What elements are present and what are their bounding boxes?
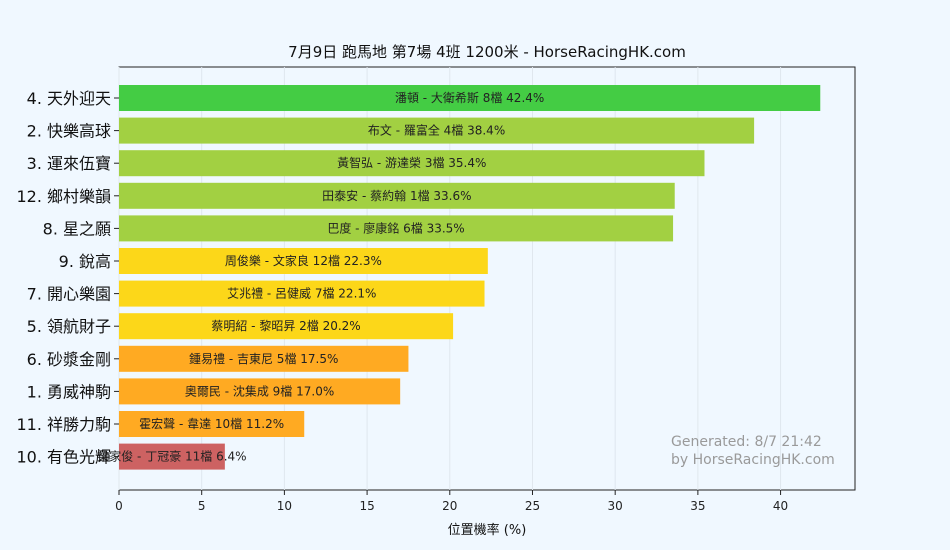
bar (119, 117, 755, 144)
bar (119, 313, 454, 340)
bars: 潘頓 - 大衛希斯 8檔 42.4% 布文 - 羅富全 4檔 38.4% 黃智弘 -… (97, 85, 821, 470)
bar-value-label: 奧爾民 - 沈集成 9檔 17.0% (185, 383, 334, 398)
bar-value-label: 鍾易禮 - 吉東尼 5檔 17.5% (189, 352, 338, 366)
bar-value-label: 巴度 - 廖康銘 6檔 33.5% (327, 220, 464, 235)
chart-title: 7月9日 跑馬地 第7場 4班 1200米 - HorseRacingHK.co… (288, 43, 686, 61)
watermark-line-2: by HorseRacingHK.com (671, 452, 835, 468)
bar-value-label: 梁家俊 - 丁冠豪 11檔 6.4% (97, 449, 246, 464)
category-label: 10. 有色光輝 (16, 448, 111, 467)
bar (119, 248, 488, 274)
category-label: 2. 快樂高球 (27, 122, 111, 141)
category-label: 5. 領航財子 (27, 317, 111, 336)
category-label: 9. 銳高 (59, 252, 111, 271)
x-axis-title: 位置機率 (%) (448, 522, 527, 538)
category-label: 3. 運來伍寶 (27, 154, 111, 173)
bar-value-label: 田泰安 - 蔡約翰 1檔 33.6% (322, 188, 471, 203)
category-label: 1. 勇威神駒 (27, 382, 111, 401)
category-label: 8. 星之願 (43, 219, 111, 238)
bar-value-label: 黃智弘 - 游達榮 3檔 35.4% (337, 155, 486, 170)
x-tick-label: 30 (608, 499, 623, 513)
category-label: 12. 鄉村樂韻 (16, 187, 111, 206)
x-tick-label: 10 (277, 499, 292, 513)
bar (119, 215, 674, 242)
x-tick-label: 25 (525, 499, 540, 513)
x-tick-label: 0 (115, 499, 123, 513)
bar-value-label: 艾兆禮 - 呂健威 7檔 22.1% (227, 287, 376, 301)
category-label: 11. 祥勝力駒 (16, 415, 111, 434)
category-label: 7. 開心樂園 (27, 285, 111, 304)
bar-value-label: 潘頓 - 大衛希斯 8檔 42.4% (395, 90, 544, 105)
category-label: 6. 砂漿金剛 (27, 350, 111, 369)
x-tick-label: 5 (198, 499, 206, 513)
x-tick-label: 35 (690, 499, 705, 513)
bar (119, 378, 401, 405)
bar-value-label: 蔡明紹 - 黎昭昇 2檔 20.2% (211, 319, 360, 333)
x-tick-label: 20 (442, 499, 457, 513)
bar (119, 280, 485, 307)
bar-value-label: 布文 - 羅富全 4檔 38.4% (368, 123, 505, 138)
bar (119, 150, 705, 177)
bar-value-label: 霍宏聲 - 韋達 10檔 11.2% (139, 416, 284, 431)
bar (119, 411, 305, 437)
x-axis: 0 5 10 15 20 25 30 35 40 (115, 490, 788, 513)
y-axis: 4. 天外迎天 2. 快樂高球 3. 運來伍寶 12. 鄉村樂韻 8. 星之願 9. 銳高… (16, 89, 119, 467)
x-tick-label: 40 (773, 499, 788, 513)
x-tick-label: 15 (359, 499, 374, 513)
bar (119, 182, 675, 209)
bar (119, 85, 821, 111)
bar (119, 345, 409, 372)
watermark-line-1: Generated: 8/7 21:42 (671, 434, 822, 450)
bar (119, 443, 225, 470)
bar-value-label: 周俊樂 - 文家良 12檔 22.3% (225, 253, 382, 268)
category-label: 4. 天外迎天 (27, 89, 111, 108)
